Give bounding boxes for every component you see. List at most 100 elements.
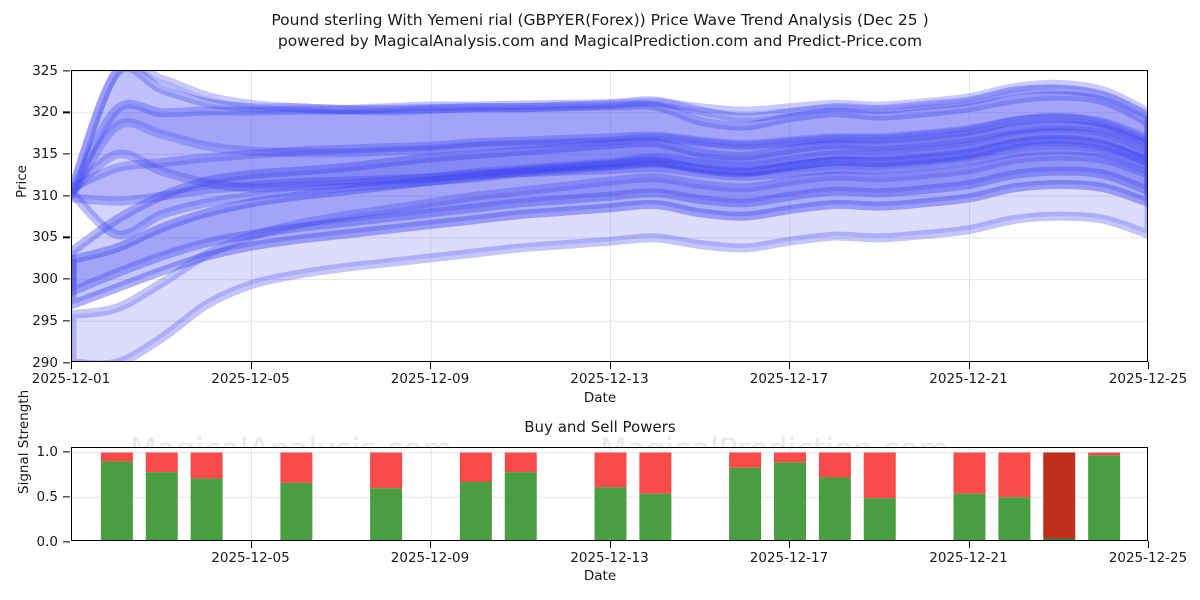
sell-power-bar[interactable] — [953, 452, 986, 494]
signal-bar-group[interactable] — [818, 452, 851, 541]
price-wave-band — [72, 151, 1147, 361]
sell-power-bar[interactable] — [818, 452, 851, 478]
signal-bar-group[interactable] — [504, 452, 537, 541]
price-y-tick-label: 315 — [32, 145, 58, 162]
signal-x-tick-mark — [609, 541, 611, 548]
price-y-tick-mark — [63, 236, 70, 238]
buy-power-bar[interactable] — [280, 482, 313, 541]
signal-bar-group[interactable] — [459, 452, 492, 541]
signal-bar-group[interactable] — [774, 452, 806, 541]
price-x-tick-mark — [609, 362, 611, 369]
sell-power-bar[interactable] — [504, 452, 537, 473]
buy-power-bar[interactable] — [190, 478, 223, 541]
buy-power-bar[interactable] — [504, 472, 537, 541]
buy-power-bar[interactable] — [953, 493, 986, 541]
buy-power-bar[interactable] — [370, 488, 403, 541]
signal-y-tick-marks — [63, 447, 71, 543]
price-y-tick-label: 295 — [32, 312, 58, 329]
buy-power-bar[interactable] — [863, 498, 896, 541]
buy-power-bar[interactable] — [1088, 455, 1121, 541]
price-y-tick-mark — [63, 194, 70, 197]
signal-bar-group[interactable] — [998, 452, 1031, 541]
sell-power-bar[interactable] — [190, 452, 223, 479]
sell-power-bar[interactable] — [459, 452, 492, 483]
price-wave-band — [72, 71, 1147, 199]
signal-bar-group[interactable] — [1088, 452, 1121, 541]
price-x-tick-label: 2025-12-21 — [929, 371, 1008, 387]
sell-power-bar[interactable] — [774, 452, 806, 463]
signal-bar-group[interactable] — [594, 452, 627, 541]
buy-power-bar[interactable] — [774, 462, 806, 541]
buy-power-bar[interactable] — [459, 482, 492, 541]
price-y-tick-mark — [63, 361, 70, 364]
price-wave-band — [72, 91, 1147, 240]
sell-power-bar[interactable] — [1043, 452, 1076, 539]
buy-power-bar[interactable] — [729, 467, 762, 541]
price-plot-frame — [71, 70, 1148, 362]
signal-x-axis: 2025-12-05 2025-12-09 2025-12-13 2025-12-17… — [71, 541, 1187, 571]
signal-y-tick-label: 0.0 — [36, 533, 58, 550]
price-y-tick-mark — [63, 320, 70, 322]
signal-bar-group[interactable] — [863, 452, 896, 541]
buy-power-bar[interactable] — [145, 472, 178, 541]
price-y-tick-label: 290 — [32, 354, 58, 371]
signal-x-tick-label: 2025-12-25 — [1108, 550, 1188, 566]
signal-bar-group[interactable] — [1043, 452, 1076, 541]
signal-x-tick-mark — [250, 541, 252, 548]
price-x-tick-label: 2025-12-01 — [31, 371, 111, 387]
price-y-tick-label: 300 — [32, 271, 58, 288]
price-wave-band — [72, 136, 1147, 310]
signal-x-tick-label: 2025-12-05 — [211, 550, 290, 566]
signal-bar-group[interactable] — [280, 452, 313, 541]
page-subtitle-credits: powered by MagicalAnalysis.com and Magic… — [277, 32, 923, 50]
price-y-tick-mark — [63, 153, 70, 155]
page-title: Pound sterling With Yemeni rial (GBPYER(… — [271, 11, 929, 29]
price-y-tick-label: 310 — [32, 187, 58, 204]
signal-bar-group[interactable] — [953, 452, 986, 541]
signal-y-tick-mark — [63, 540, 70, 543]
sell-power-bar[interactable] — [998, 452, 1031, 498]
sell-power-bar[interactable] — [370, 452, 403, 489]
price-y-tick-label: 305 — [32, 229, 58, 246]
buy-power-bar[interactable] — [818, 477, 851, 541]
signal-y-tick-labels: 0.0 0.5 1.0 — [0, 444, 63, 550]
signal-bar-group[interactable] — [370, 452, 403, 541]
signal-bars — [72, 448, 1147, 541]
buy-power-bar[interactable] — [639, 493, 672, 541]
signal-bar-group[interactable] — [639, 452, 672, 541]
signal-x-tick-mark — [968, 541, 970, 548]
signal-x-tick-mark — [430, 541, 432, 548]
price-wave-trend-chart[interactable] — [71, 70, 1148, 362]
signal-bar-group[interactable] — [190, 452, 223, 541]
price-y-tick-labels: 290 295 300 305 310 315 320 325 — [0, 63, 63, 371]
signal-x-tick-label: 2025-12-21 — [929, 550, 1008, 566]
price-x-tick-mark — [71, 362, 73, 369]
buy-power-bar[interactable] — [1043, 538, 1076, 541]
signal-bar-group[interactable] — [729, 452, 762, 541]
price-wave-band — [72, 71, 1147, 196]
sell-power-bar[interactable] — [639, 452, 672, 494]
sell-power-bar[interactable] — [863, 452, 896, 499]
sell-power-bar[interactable] — [729, 452, 762, 468]
sell-power-bar[interactable] — [280, 452, 313, 483]
price-x-axis-title: Date — [583, 390, 617, 406]
sell-power-bar[interactable] — [594, 452, 627, 488]
price-x-tick-label: 2025-12-09 — [390, 371, 470, 387]
sell-power-bar[interactable] — [1088, 452, 1121, 456]
buy-power-bar[interactable] — [998, 497, 1031, 541]
price-wave-band — [72, 113, 1147, 206]
buy-and-sell-powers-chart[interactable] — [71, 447, 1148, 541]
sell-power-bar[interactable] — [100, 452, 133, 462]
chart-title-block: Pound sterling With Yemeni rial (GBPYER(… — [0, 10, 1200, 52]
price-x-tick-label: 2025-12-05 — [211, 371, 290, 387]
price-y-tick-mark — [63, 111, 70, 113]
buy-power-bar[interactable] — [594, 487, 627, 541]
buy-sell-powers-title: Buy and Sell Powers — [524, 418, 676, 436]
signal-bar-group[interactable] — [145, 452, 178, 541]
sell-power-bar[interactable] — [145, 452, 178, 473]
price-x-tick-mark — [250, 362, 252, 369]
signal-bar-group[interactable] — [100, 452, 133, 541]
buy-power-bar[interactable] — [100, 461, 133, 541]
signal-x-tick-mark — [789, 541, 791, 548]
